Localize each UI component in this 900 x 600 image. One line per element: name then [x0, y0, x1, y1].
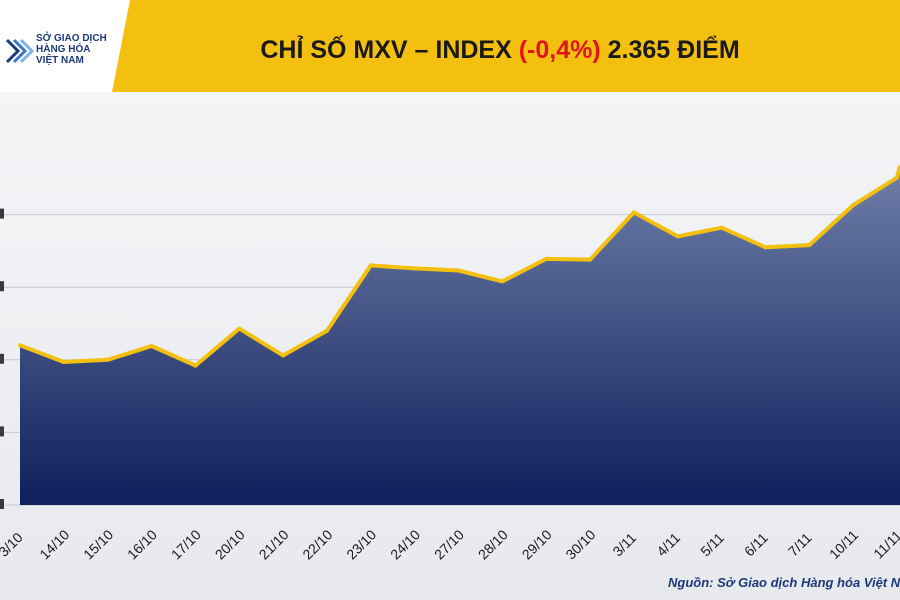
data-point-29/10	[544, 256, 549, 261]
logo-line-1: SỞ GIAO DỊCH	[36, 33, 107, 44]
source-note: Nguồn: Sở Giao dịch Hàng hóa Việt Nam	[668, 575, 900, 590]
series-line	[19, 165, 900, 368]
chart-title: CHỈ SỐ MXV – INDEX (-0,4%) 2.365 ĐIỂM	[130, 36, 870, 65]
y-tick-fragment	[0, 353, 4, 364]
x-tick-label: 28/10	[475, 526, 511, 562]
x-tick-label: 27/10	[431, 526, 467, 562]
x-tick-label: 22/10	[299, 526, 335, 562]
data-point-30/10	[588, 257, 593, 262]
x-tick-label: 29/10	[519, 526, 555, 562]
x-tick-label: 10/11	[826, 527, 862, 563]
data-point-23/10	[368, 263, 373, 268]
data-point-7/11	[807, 243, 812, 248]
area-fill	[20, 165, 900, 505]
header-banner: SỞ GIAO DỊCH HÀNG HÓA VIỆT NAM CHỈ SỐ MX…	[0, 0, 900, 92]
y-tick-fragment	[0, 426, 4, 437]
x-tick-label: 7/11	[785, 529, 815, 559]
data-point-15/10	[105, 357, 110, 362]
y-tick-fragment	[0, 281, 4, 292]
logo-line-3: VIỆT NAM	[36, 55, 84, 66]
x-tick-label: 6/11	[741, 529, 771, 559]
data-point-20/10	[237, 326, 242, 331]
x-tick-label: 4/11	[653, 529, 683, 559]
y-tick-fragment	[0, 208, 4, 219]
data-point-21/10	[281, 353, 286, 358]
data-point-24/10	[412, 266, 417, 271]
data-point-14/10	[61, 359, 66, 364]
data-point-6/11	[763, 245, 768, 250]
data-point-13/10	[18, 343, 22, 348]
data-point-3/11	[631, 210, 636, 215]
data-point-10/11	[851, 203, 856, 208]
x-tick-label: 17/10	[168, 526, 204, 562]
data-point-22/10	[324, 328, 329, 333]
x-tick-label: 16/10	[124, 526, 160, 562]
logo-area: SỞ GIAO DỊCH HÀNG HÓA VIỆT NAM	[0, 0, 112, 92]
logo-text: SỞ GIAO DỊCH HÀNG HÓA VIỆT NAM	[36, 33, 107, 66]
data-point-27/10	[456, 268, 461, 273]
data-point-16/10	[149, 344, 154, 349]
x-tick-label: 15/10	[80, 526, 116, 562]
x-tick-label: 21/10	[256, 526, 292, 562]
logo-slant	[112, 0, 130, 92]
x-tick-label: 3/10	[0, 529, 26, 560]
x-tick-label: 5/11	[697, 529, 727, 559]
y-tick-fragment	[0, 499, 4, 509]
x-tick-label: 23/10	[343, 526, 379, 562]
x-tick-label: 11/11	[870, 527, 900, 562]
x-tick-label: 20/10	[212, 526, 248, 562]
x-tick-label: 14/10	[36, 526, 72, 562]
logo-line-2: HÀNG HÓA	[36, 44, 91, 55]
title-suffix: 2.365 ĐIỂM	[600, 36, 740, 64]
data-point-4/11	[675, 234, 680, 239]
title-change: (-0,4%)	[518, 36, 601, 64]
data-point-5/11	[719, 225, 724, 230]
x-tick-label: 24/10	[387, 526, 423, 562]
x-tick-label: 3/11	[609, 529, 639, 559]
logo-chevron-icon	[5, 38, 35, 64]
data-point-17/10	[193, 363, 198, 368]
data-point-28/10	[500, 279, 505, 284]
x-tick-label: 30/10	[562, 526, 598, 562]
data-point-11/11	[895, 175, 899, 180]
title-prefix: CHỈ SỐ MXV – INDEX	[260, 36, 519, 64]
